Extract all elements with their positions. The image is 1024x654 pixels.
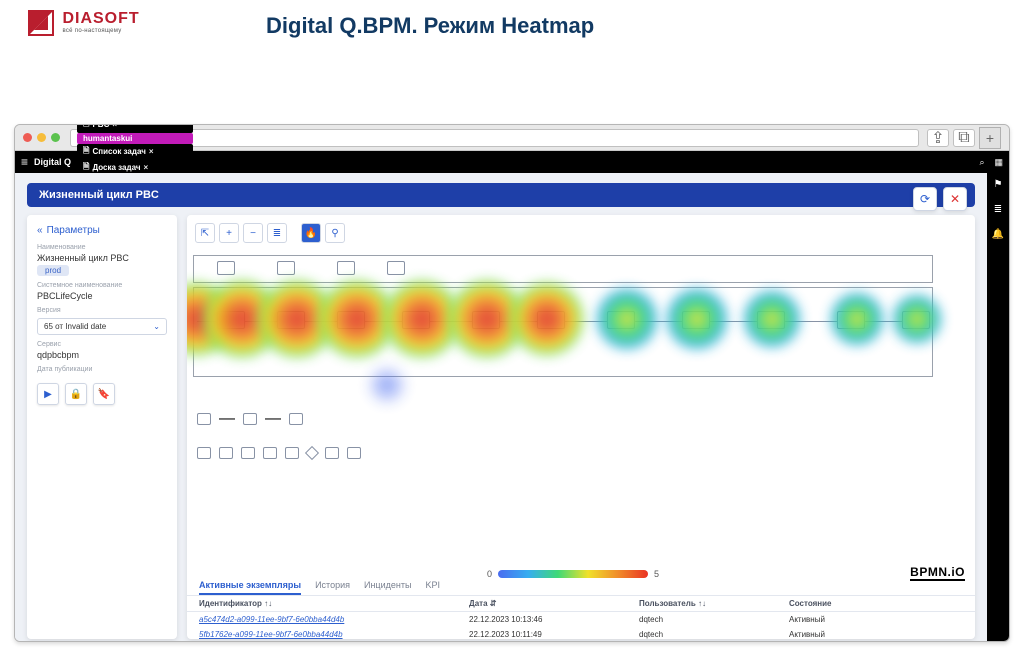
cell-date: 22.12.2023 10:11:49 bbox=[469, 630, 639, 639]
fit-button[interactable]: ≣ bbox=[267, 223, 287, 243]
bpmn-diagram bbox=[187, 255, 975, 455]
tab-close-icon[interactable]: × bbox=[112, 124, 117, 129]
logo-name: DIASOFT bbox=[62, 10, 139, 28]
topbar-tab[interactable]: humantaskui bbox=[77, 133, 193, 144]
tags-button[interactable]: 🔖 bbox=[93, 383, 115, 405]
legend-min: 0 bbox=[487, 569, 492, 579]
export-button[interactable]: ⇱ bbox=[195, 223, 215, 243]
legend-gradient bbox=[498, 570, 648, 578]
heat-spot bbox=[667, 289, 727, 349]
col-id[interactable]: Идентификатор ↑↓ bbox=[199, 599, 469, 608]
cell-date: 22.12.2023 10:13:46 bbox=[469, 615, 639, 624]
app-topbar: ≡ Digital Q qdpbcui🗎PBC×humantaskui🗎Спис… bbox=[15, 151, 1009, 173]
tab-close-icon[interactable]: × bbox=[143, 163, 148, 172]
filter-button[interactable]: ⚲ bbox=[325, 223, 345, 243]
tab-kpi[interactable]: KPI bbox=[425, 580, 440, 595]
page-title: Жизненный цикл PBC bbox=[39, 189, 159, 201]
topbar-tab[interactable]: 🗎PBC× bbox=[77, 124, 193, 133]
cell-state: Активный bbox=[789, 630, 889, 639]
service-value: qdpbcbpm bbox=[37, 350, 167, 360]
instances-table: Идентификатор ↑↓ Дата ⇵ Пользователь ↑↓ … bbox=[187, 595, 975, 639]
menu-icon[interactable]: ≡ bbox=[21, 155, 28, 169]
cell-user: dqtech bbox=[639, 615, 789, 624]
sidebar-header[interactable]: « Параметры bbox=[37, 225, 167, 236]
tab-incidents[interactable]: Инциденты bbox=[364, 580, 411, 595]
instance-tabs: Активные экземпляры История Инциденты KP… bbox=[199, 580, 440, 595]
close-panel-button[interactable]: ✕ bbox=[943, 187, 967, 211]
service-label: Сервис bbox=[37, 341, 167, 348]
sysname-value: PBCLifeCycle bbox=[37, 291, 167, 301]
play-button[interactable]: ▶ bbox=[37, 383, 59, 405]
new-tab-button[interactable]: + bbox=[979, 127, 1001, 149]
zoom-out-button[interactable]: − bbox=[243, 223, 263, 243]
search-icon[interactable]: ⌕ bbox=[979, 157, 984, 168]
diagram-row-2: —— bbox=[197, 410, 303, 428]
doc-icon: 🗎 bbox=[83, 124, 89, 132]
name-label: Наименование bbox=[37, 244, 167, 251]
heat-spot bbox=[744, 291, 800, 347]
logo-tagline: всё по-настоящему bbox=[62, 28, 139, 34]
table-header: Идентификатор ↑↓ Дата ⇵ Пользователь ↑↓ … bbox=[187, 596, 975, 612]
heat-spot bbox=[831, 293, 883, 345]
params-sidebar: « Параметры Наименование Жизненный цикл … bbox=[27, 215, 177, 639]
cell-state: Активный bbox=[789, 615, 889, 624]
topbar-tab[interactable]: 🗎Список задач× bbox=[77, 144, 193, 160]
name-value: Жизненный цикл PBC bbox=[37, 253, 167, 263]
version-select[interactable]: 65 от Invalid date ⌄ bbox=[37, 318, 167, 335]
cell-user: dqtech bbox=[639, 630, 789, 639]
diasoft-logo: DIASOFT всё по-настоящему bbox=[28, 10, 148, 41]
rail-bell-icon[interactable]: 🔔 bbox=[992, 229, 1004, 240]
diagram-row-3 bbox=[197, 447, 361, 459]
col-state[interactable]: Состояние bbox=[789, 599, 889, 608]
heat-spot bbox=[511, 283, 583, 355]
tabs-button[interactable]: ⧉ bbox=[953, 129, 975, 147]
instance-id-link[interactable]: a5c474d2-a099-11ee-9bf7-6e0bba44d4b bbox=[199, 615, 344, 624]
pubdate-label: Дата публикации bbox=[37, 366, 167, 373]
chevron-down-icon: ⌄ bbox=[153, 322, 160, 331]
instance-id-link[interactable]: 5fb1762e-a099-11ee-9bf7-6e0bba44d4b bbox=[199, 630, 343, 639]
refresh-button[interactable]: ⟳ bbox=[913, 187, 937, 211]
apps-icon[interactable]: ▦ bbox=[994, 157, 1003, 168]
tab-history[interactable]: История bbox=[315, 580, 350, 595]
heat-spot bbox=[597, 289, 657, 349]
page-title-bar: Жизненный цикл PBC bbox=[27, 183, 975, 207]
bpmn-canvas[interactable]: ⇱ + − ≣ 🔥 ⚲ bbox=[187, 215, 975, 639]
right-rail: ⚑ ≣ 🔔 bbox=[987, 173, 1009, 641]
minimize-dot[interactable] bbox=[37, 133, 46, 142]
heat-spot bbox=[893, 295, 941, 343]
table-row[interactable]: a5c474d2-a099-11ee-9bf7-6e0bba44d4b 22.12… bbox=[187, 612, 975, 627]
col-date[interactable]: Дата ⇵ bbox=[469, 599, 639, 608]
heatmap-toggle-button[interactable]: 🔥 bbox=[301, 223, 321, 243]
env-badge: prod bbox=[37, 265, 69, 276]
col-user[interactable]: Пользователь ↑↓ bbox=[639, 599, 789, 608]
table-row[interactable]: 5fb1762e-a099-11ee-9bf7-6e0bba44d4b 22.12… bbox=[187, 627, 975, 639]
collapse-icon[interactable]: « bbox=[37, 225, 43, 236]
address-bar[interactable] bbox=[126, 129, 919, 147]
tab-close-icon[interactable]: × bbox=[149, 147, 154, 156]
app-name: Digital Q bbox=[34, 157, 71, 167]
close-dot[interactable] bbox=[23, 133, 32, 142]
doc-icon: 🗎 bbox=[83, 145, 89, 159]
browser-window: ‹ › ⇪ ⧉ + ≡ Digital Q qdpbcui🗎PBC×humant… bbox=[14, 124, 1010, 642]
share-button[interactable]: ⇪ bbox=[927, 129, 949, 147]
rail-db-icon[interactable]: ≣ bbox=[994, 204, 1002, 215]
heat-spot bbox=[367, 365, 407, 405]
rail-run-icon[interactable]: ⚑ bbox=[994, 179, 1003, 190]
lock-button[interactable]: 🔒 bbox=[65, 383, 87, 405]
tab-active-instances[interactable]: Активные экземпляры bbox=[199, 580, 301, 595]
sysname-label: Системное наименование bbox=[37, 282, 167, 289]
heatmap-legend: 0 5 bbox=[487, 569, 659, 579]
bpmn-io-logo: BPMN.iO bbox=[910, 565, 965, 581]
legend-max: 5 bbox=[654, 569, 659, 579]
zoom-in-button[interactable]: + bbox=[219, 223, 239, 243]
zoom-dot[interactable] bbox=[51, 133, 60, 142]
traffic-lights bbox=[23, 133, 60, 142]
version-label: Версия bbox=[37, 307, 167, 314]
slide-title: Digital Q.BPM. Режим Heatmap bbox=[266, 13, 594, 39]
